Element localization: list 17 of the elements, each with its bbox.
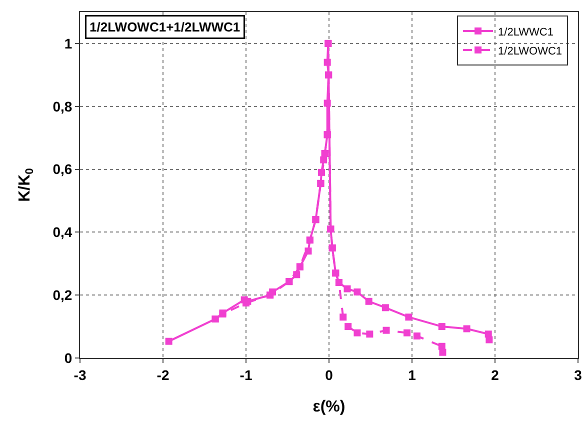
y-tick-label: 0 xyxy=(64,350,72,366)
y-tick-label: 1 xyxy=(64,35,72,52)
legend-label: 1/2LWOWC1 xyxy=(498,45,562,58)
x-tick-label: -3 xyxy=(74,366,86,383)
x-axis-title: ε(%) xyxy=(312,398,346,416)
x-tick-label: -2 xyxy=(156,366,170,383)
y-tick-label: 0,4 xyxy=(52,224,72,240)
x-tick-label: 2 xyxy=(491,366,500,383)
x-tick-label: 1 xyxy=(408,366,416,383)
x-tick-label: -1 xyxy=(240,366,252,383)
legend-label: 1/2LWWC1 xyxy=(498,26,554,38)
y-tick-label: 0,2 xyxy=(52,286,72,303)
x-tick-label: 0 xyxy=(325,366,334,383)
y-tick-label: 0,8 xyxy=(52,98,72,114)
text: 1/2LWOWC1+1/2LWWC1 xyxy=(90,20,240,34)
y-tick-label: 0,6 xyxy=(52,161,72,178)
x-tick-label: 3 xyxy=(574,366,582,383)
